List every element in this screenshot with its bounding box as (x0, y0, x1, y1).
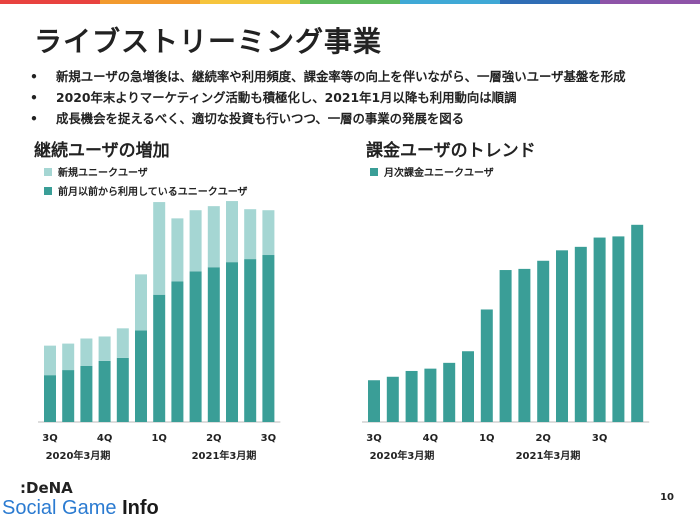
x-tick-label: 4Q (97, 433, 112, 444)
bar-segment (98, 360, 111, 422)
bar-segment (62, 370, 75, 422)
x-tick-label: 2Q (535, 433, 550, 444)
bar-segment (44, 345, 56, 376)
legend-item-paying-users: 月次課金ユニークユーザ (370, 162, 494, 181)
bullet-item: • 新規ユーザの急増後は、継続率や利用頻度、課金率等の向上を伴いながら、一層強いユ… (30, 66, 690, 87)
bar-segment (62, 343, 75, 371)
bar-segment (244, 209, 257, 260)
paying-users-chart: 3Q 4Q 1Q 2Q 3Q 2020年3月期 2021年3月期 (362, 224, 650, 462)
x-period-label: 2021年3月期 (192, 449, 257, 462)
bar-segment (226, 201, 238, 263)
bar-segment (480, 309, 493, 422)
bar-segment (593, 237, 606, 422)
bar-segment (116, 328, 129, 358)
bullet-dot: • (30, 90, 38, 105)
continuing-users-chart: 3Q 4Q 1Q 2Q 3Q 2020年3月期 2021年3月期 (38, 201, 281, 462)
bar-segment (244, 259, 257, 422)
bar-segment (116, 357, 129, 422)
bar-segment (80, 338, 93, 366)
x-tick-label: 1Q (479, 433, 494, 444)
bar-segment (612, 236, 625, 422)
x-tick-label: 3Q (261, 433, 276, 444)
bar-segment (518, 268, 531, 422)
brand-color-segment (100, 0, 200, 4)
bar-segment (207, 206, 220, 268)
bullet-dot: • (30, 111, 38, 126)
social-game-info-logo: :DeNA Social Game Info (2, 480, 159, 520)
bar-segment (386, 376, 399, 422)
bar-segment (226, 262, 238, 422)
bar-segment (171, 218, 184, 282)
left-section-title: 継続ユーザの増加 (34, 141, 170, 161)
bar-segment (424, 368, 437, 422)
legend-swatch (44, 167, 52, 176)
site-logo-text: Social Game Info (2, 496, 159, 520)
bar-segment (574, 246, 587, 422)
legend-label: 月次課金ユニークユーザ (384, 168, 494, 179)
bar-segment (44, 375, 56, 422)
x-tick-label: 4Q (423, 433, 438, 444)
site-logo-part: Info (122, 497, 159, 519)
x-tick-label: 1Q (151, 433, 166, 444)
legend-swatch (44, 186, 52, 195)
x-period-label: 2020年3月期 (46, 449, 111, 462)
legend-label: 前月以前から利用しているユニークユーザ (58, 187, 248, 198)
bar-segment (98, 336, 111, 361)
brand-color-segment (200, 0, 300, 4)
brand-color-segment (0, 0, 100, 4)
x-tick-label: 2Q (206, 433, 221, 444)
bar-segment (80, 366, 93, 422)
right-section-title: 課金ユーザのトレンド (366, 141, 536, 161)
bar-segment (189, 271, 202, 422)
bar-segment (537, 260, 550, 422)
bar-segment (153, 294, 166, 422)
bar-segment (405, 370, 418, 422)
x-tick-label: 3Q (366, 433, 381, 444)
bar-segment (189, 210, 202, 272)
site-logo-part: Social Game (2, 497, 123, 519)
bar-segment (443, 362, 456, 422)
brand-color-segment (500, 0, 600, 4)
brand-color-segment (600, 0, 700, 4)
bar-segment (262, 210, 275, 256)
bar-segment (462, 351, 474, 422)
legend-label: 新規ユニークユーザ (58, 168, 148, 179)
x-period-label: 2021年3月期 (516, 449, 581, 462)
bar-segment (135, 330, 147, 422)
right-chart-legend: 月次課金ユニークユーザ (370, 162, 494, 181)
bar-segment (262, 255, 275, 422)
brand-color-segment (400, 0, 500, 4)
bullet-text: 2020年末よりマーケティング活動も積極化し、2021年1月以降も利用動向は順調 (56, 90, 517, 105)
brand-color-segment (300, 0, 400, 4)
bar-segment (368, 380, 380, 422)
bar-segment (556, 250, 568, 422)
bar-segment (135, 274, 147, 331)
legend-item-new-users: 新規ユニークユーザ (44, 162, 248, 181)
brand-color-bar (0, 0, 700, 4)
bullet-item: • 成長機会を捉えるべく、適切な投資も行いつつ、一層の事業の発展を図る (30, 108, 690, 129)
x-tick-label: 3Q (592, 433, 607, 444)
x-tick-label: 3Q (42, 433, 57, 444)
bullet-text: 成長機会を捉えるべく、適切な投資も行いつつ、一層の事業の発展を図る (56, 111, 465, 126)
bullet-text: 新規ユーザの急増後は、継続率や利用頻度、課金率等の向上を伴いながら、一層強いユー… (56, 69, 626, 84)
bullet-item: • 2020年末よりマーケティング活動も積極化し、2021年1月以降も利用動向は順… (30, 87, 690, 108)
bullet-list: • 新規ユーザの急増後は、継続率や利用頻度、課金率等の向上を伴いながら、一層強いユ… (30, 66, 690, 129)
x-period-label: 2020年3月期 (370, 449, 435, 462)
dena-logo-text: :DeNA (20, 479, 73, 497)
page-number: 10 (660, 492, 674, 503)
bar-segment (207, 267, 220, 422)
page-title: ライブストリーミング事業 (34, 25, 383, 58)
bar-segment (171, 281, 184, 422)
legend-item-returning-users: 前月以前から利用しているユニークユーザ (44, 181, 248, 200)
bar-segment (499, 270, 512, 422)
bullet-dot: • (30, 69, 38, 84)
legend-swatch (370, 167, 378, 176)
left-chart-legend: 新規ユニークユーザ 前月以前から利用しているユニークユーザ (44, 162, 248, 200)
bar-segment (153, 202, 166, 295)
bar-segment (631, 224, 644, 422)
